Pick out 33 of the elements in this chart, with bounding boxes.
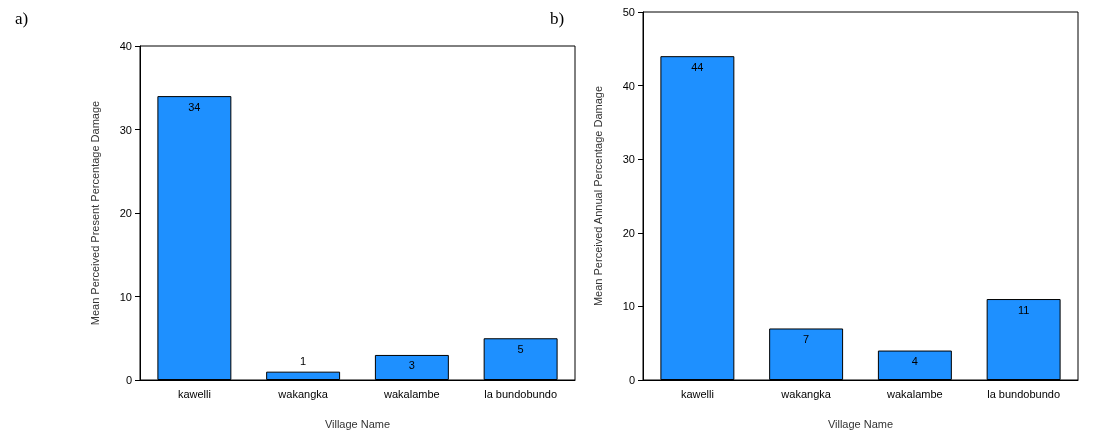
x-tick-label: la bundobundo [484, 387, 558, 400]
y-tick-label: 30 [622, 153, 635, 166]
y-tick-label: 20 [622, 226, 635, 239]
data-label: 11 [1017, 303, 1030, 316]
x-tick-label: wakangka [277, 387, 329, 400]
y-tick-label: 10 [622, 300, 635, 313]
data-label: 4 [911, 355, 918, 368]
x-tick-label: kawelli [177, 387, 211, 400]
y-axis-title: Mean Perceived Present Percentage Damage [88, 100, 101, 326]
y-tick-label: 10 [119, 290, 132, 303]
y-tick-label: 20 [119, 207, 132, 219]
x-tick-label: la bundobundo [987, 387, 1061, 400]
y-tick-label: 0 [628, 374, 635, 386]
x-tick-label: wakalambe [383, 387, 440, 400]
data-label: 5 [517, 342, 524, 355]
text: a) [15, 9, 29, 28]
x-tick-label: wakangka [780, 387, 832, 400]
y-tick-label: 40 [622, 79, 635, 92]
data-label: 3 [408, 359, 415, 372]
data-label: 1 [300, 355, 307, 368]
text: b) [550, 9, 565, 28]
data-label: 44 [691, 60, 704, 73]
y-tick-label: 40 [119, 40, 132, 52]
data-label: 34 [188, 100, 201, 113]
x-tick-label: kawelli [680, 387, 714, 400]
x-tick-label: wakalambe [886, 387, 943, 400]
y-axis-title: Mean Perceived Annual Percentage Damage [591, 85, 604, 307]
y-tick-label: 0 [125, 374, 132, 386]
y-tick-label: 50 [622, 6, 635, 18]
y-tick-label: 30 [119, 123, 132, 136]
data-label: 7 [803, 332, 810, 345]
x-axis-title: Village Name [827, 417, 894, 430]
x-axis-title: Village Name [324, 417, 391, 430]
